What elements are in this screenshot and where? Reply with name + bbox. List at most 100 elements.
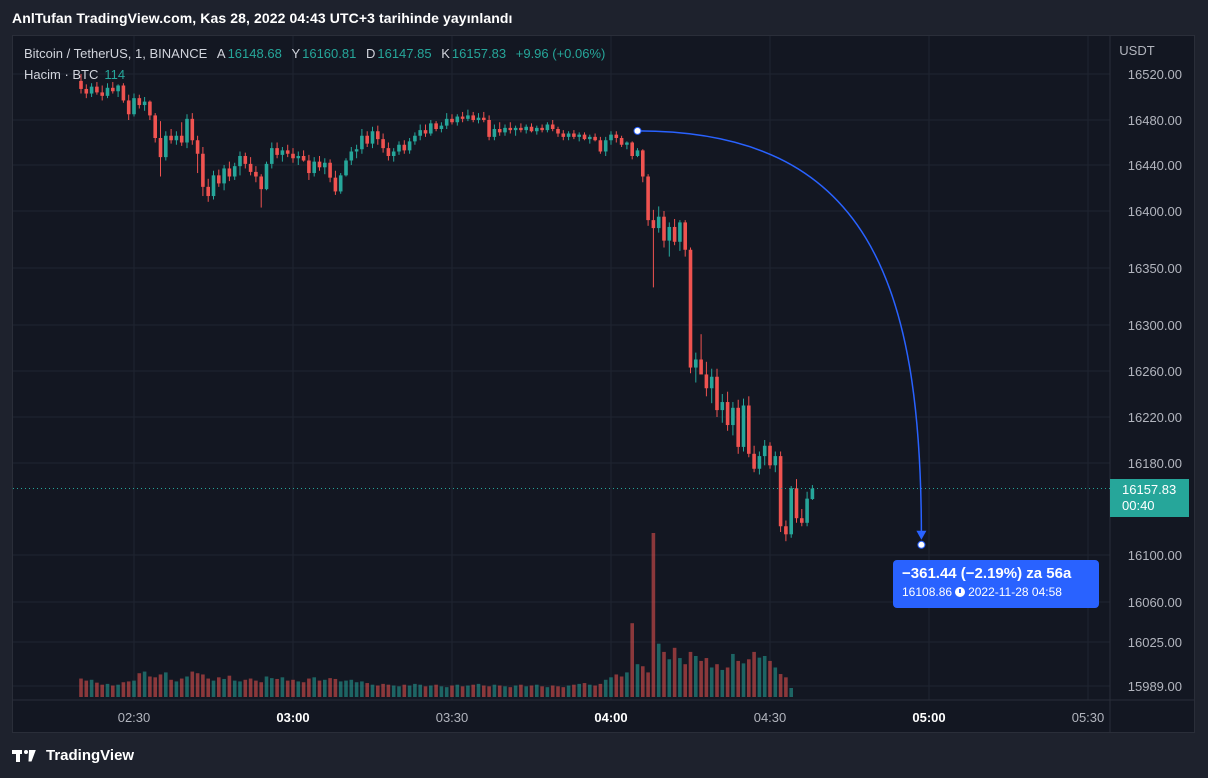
volume-bar — [169, 679, 173, 697]
candle-body — [137, 98, 142, 106]
volume-bar — [248, 678, 253, 697]
grid-lines — [13, 36, 1195, 733]
candle-body — [773, 456, 778, 466]
candle-body — [641, 150, 645, 177]
volume-bar — [206, 678, 210, 697]
volume-bar — [79, 678, 83, 697]
candle-body — [609, 134, 613, 141]
volume-bar — [317, 680, 322, 697]
candle-body — [270, 148, 274, 164]
price-tick-label: 16300.00 — [1128, 318, 1182, 333]
candle-body — [572, 133, 576, 137]
candle-body — [195, 140, 200, 154]
candle-body — [762, 445, 767, 457]
price-tick-label: 16520.00 — [1128, 67, 1182, 82]
volume-bar — [768, 660, 772, 697]
candle-body — [471, 115, 475, 120]
candle-body — [715, 376, 719, 411]
volume-bar — [254, 680, 258, 697]
volume-bar — [752, 651, 756, 697]
volume-bar — [391, 685, 396, 697]
candle-body — [275, 148, 279, 155]
forecast-arrow-icon — [916, 530, 927, 540]
candle-body — [450, 118, 454, 123]
candle-body — [720, 402, 725, 411]
candle-body — [588, 136, 592, 140]
volume-bar — [619, 676, 624, 697]
volume-bar — [105, 683, 110, 697]
forecast-callout[interactable]: −361.44 (−2.19%) za 56a 16108.86 2022-11-… — [893, 560, 1099, 608]
price-tick-label: 16480.00 — [1128, 113, 1182, 128]
candle-body — [142, 101, 147, 106]
candle-body — [656, 216, 661, 229]
volume-bar — [148, 676, 152, 697]
tradingview-footer[interactable]: TradingView — [12, 747, 134, 764]
candle-body — [678, 222, 682, 242]
volume-bar — [211, 680, 216, 697]
candle-body — [529, 126, 534, 132]
volume-bar — [84, 680, 89, 697]
candle-body — [344, 160, 348, 176]
clock-icon — [955, 587, 966, 597]
candle-body — [391, 151, 396, 156]
volume-bar — [100, 684, 104, 697]
candle-body — [381, 139, 385, 149]
volume-bar — [217, 677, 221, 697]
candle-body — [349, 151, 354, 161]
candle-body — [768, 445, 772, 466]
candle-body — [238, 156, 242, 167]
volume-bar — [593, 685, 597, 697]
volume-bar — [354, 682, 359, 697]
volume-bar — [720, 669, 725, 697]
candle-body — [153, 115, 157, 138]
candle-body — [789, 488, 793, 535]
candle-body — [148, 101, 152, 116]
price-tick-label: 15989.00 — [1128, 679, 1182, 694]
volume-bar — [519, 684, 523, 697]
volume-bar — [333, 678, 338, 697]
volume-bar — [630, 623, 634, 697]
volume-bar — [455, 684, 460, 697]
volume-bar — [381, 683, 385, 697]
volume-bar — [291, 679, 295, 697]
volume-bar — [450, 685, 454, 697]
candle-body — [582, 134, 587, 140]
candle-body — [778, 456, 783, 527]
time-axis: 02:30 03:00 03:30 04:00 04:30 05:00 05:30 — [118, 710, 1105, 725]
candle-body — [747, 405, 751, 454]
chart-frame[interactable] — [12, 35, 1195, 733]
volume-bar — [153, 677, 157, 697]
close-value: 16157.83 — [451, 46, 507, 61]
volume-bar — [529, 685, 534, 697]
volume-bar — [444, 687, 449, 697]
candle-body — [482, 117, 486, 120]
volume-bar — [614, 674, 619, 697]
candle-body — [519, 127, 523, 131]
volume-bar — [164, 672, 168, 697]
forecast-target-time: 2022-11-28 04:58 — [968, 585, 1062, 599]
forecast-target: 16108.86 2022-11-28 04:58 — [902, 585, 1099, 599]
volume-bar — [683, 664, 687, 697]
candle-body — [784, 526, 788, 535]
volume-bar — [476, 683, 481, 697]
candle-body — [211, 175, 216, 197]
candle-body — [79, 80, 83, 89]
volume-bar — [736, 660, 740, 697]
candle-body — [545, 124, 550, 131]
volume-bar — [667, 659, 672, 697]
volume-bar — [222, 678, 226, 697]
volume-bar — [312, 677, 316, 697]
volume-bar — [603, 679, 608, 697]
time-tick-label: 02:30 — [118, 710, 151, 725]
volume-bar — [588, 684, 592, 697]
candle-body — [179, 135, 184, 143]
volume-bar — [503, 686, 507, 697]
symbol-label[interactable]: Bitcoin / TetherUS, 1, BINANCE — [24, 46, 208, 61]
volume-bar — [227, 675, 232, 697]
volume-bar — [497, 685, 502, 697]
volume-legend[interactable]: Hacim · BTC 114 — [24, 67, 125, 82]
volume-bar — [232, 680, 237, 697]
candle-body — [725, 402, 730, 426]
volume-bar — [482, 685, 486, 697]
